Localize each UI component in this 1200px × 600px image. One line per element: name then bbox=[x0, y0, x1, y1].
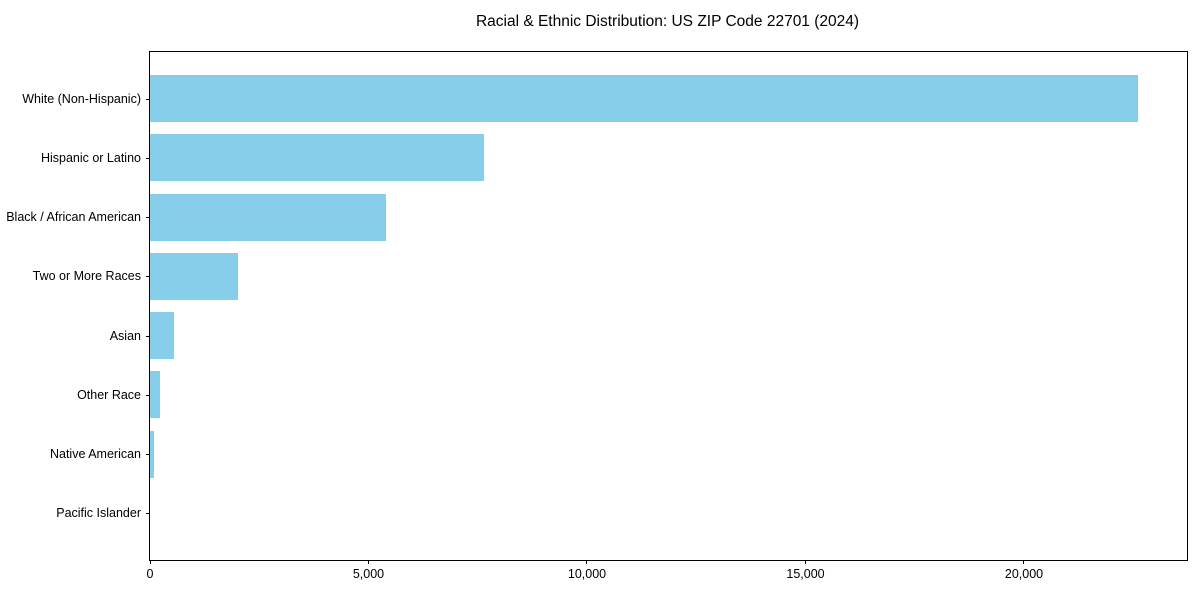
y-axis-label: Other Race bbox=[77, 387, 141, 402]
y-axis-label: Two or More Races bbox=[32, 269, 141, 284]
x-axis-label: 20,000 bbox=[1004, 567, 1044, 581]
y-axis-tick bbox=[146, 276, 150, 278]
y-axis-tick bbox=[146, 157, 150, 159]
x-axis-label: 15,000 bbox=[786, 567, 825, 581]
x-axis-tick bbox=[1023, 560, 1025, 564]
chart-title: Racial & Ethnic Distribution: US ZIP Cod… bbox=[475, 13, 860, 30]
bar-native-american bbox=[150, 430, 154, 478]
plot-area: White (Non-Hispanic) Hispanic or Latino Bl… bbox=[6, 51, 1188, 580]
y-axis-tick bbox=[146, 513, 150, 515]
y-axis-tick bbox=[146, 335, 150, 337]
bar-asian bbox=[150, 312, 175, 360]
x-axis-label: 5,000 bbox=[352, 567, 385, 581]
x-axis-tick bbox=[804, 560, 806, 564]
x-axis-tick bbox=[149, 560, 151, 564]
y-axis-tick bbox=[146, 394, 150, 396]
bar-white-non-hispanic bbox=[150, 75, 1139, 123]
x-axis-tick bbox=[367, 560, 369, 564]
y-axis-tick bbox=[146, 217, 150, 219]
bar-two-or-more-races bbox=[150, 252, 239, 300]
y-axis-label: Asian bbox=[109, 328, 141, 343]
y-axis-tick bbox=[146, 98, 150, 100]
y-axis-label: Native American bbox=[49, 446, 141, 461]
bar-black-african-american bbox=[150, 193, 386, 241]
x-axis-tick bbox=[586, 560, 588, 564]
x-axis-label: 10,000 bbox=[567, 567, 607, 581]
y-axis-label: Pacific Islander bbox=[56, 505, 141, 520]
bar-hispanic-or-latino bbox=[150, 134, 485, 182]
bar-other-race bbox=[150, 371, 161, 419]
y-axis-label: Black / African American bbox=[6, 209, 141, 224]
x-axis-label: 0 bbox=[146, 567, 154, 581]
y-axis-tick bbox=[146, 454, 150, 456]
y-axis-label: Hispanic or Latino bbox=[40, 150, 141, 165]
y-axis-label: White (Non-Hispanic) bbox=[22, 91, 141, 106]
